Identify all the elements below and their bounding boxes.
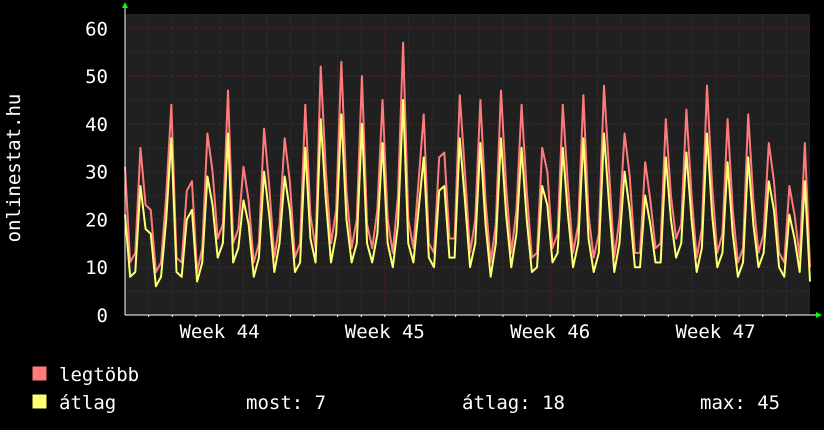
plot-area: [125, 14, 810, 315]
legend: legtöbb átlag most: 7 átlag: 18 max: 45: [31, 364, 780, 414]
legend-label-avg: átlag: [59, 392, 116, 414]
series-lines: [124, 41, 811, 288]
x-tick-label: Week 46: [510, 321, 590, 343]
y-tick-labels: 0 10 20 30 40 50 60: [85, 18, 108, 327]
y-tick-label: 50: [85, 66, 108, 88]
series-line-max: [124, 41, 811, 273]
y-tick-label: 20: [85, 209, 108, 231]
x-tick-label: Week 44: [179, 321, 259, 343]
legend-swatch-max: [31, 365, 48, 382]
y-tick-label: 10: [85, 257, 108, 279]
x-axis-arrow-icon: [816, 312, 822, 318]
x-tick-labels: Week 44 Week 45 Week 46 Week 47: [179, 321, 755, 343]
stat-max: max: 45: [700, 392, 780, 414]
x-tick-label: Week 47: [675, 321, 755, 343]
legend-label-max: legtöbb: [59, 364, 139, 386]
stat-most: most: 7: [246, 392, 326, 414]
stat-atlag: átlag: 18: [462, 392, 565, 414]
y-tick-label: 60: [85, 18, 108, 40]
series-line-avg: [124, 99, 811, 288]
y-axis-arrow-icon: [122, 2, 128, 8]
x-tick-label: Week 45: [345, 321, 425, 343]
legend-swatch-avg: [31, 393, 48, 410]
y-tick-label: 40: [85, 114, 108, 136]
y-tick-label: 0: [97, 305, 108, 327]
axes: [122, 2, 822, 318]
y-tick-label: 30: [85, 162, 108, 184]
plot-background: [125, 14, 810, 315]
y-axis-label: onlinestat.hu: [3, 94, 25, 243]
